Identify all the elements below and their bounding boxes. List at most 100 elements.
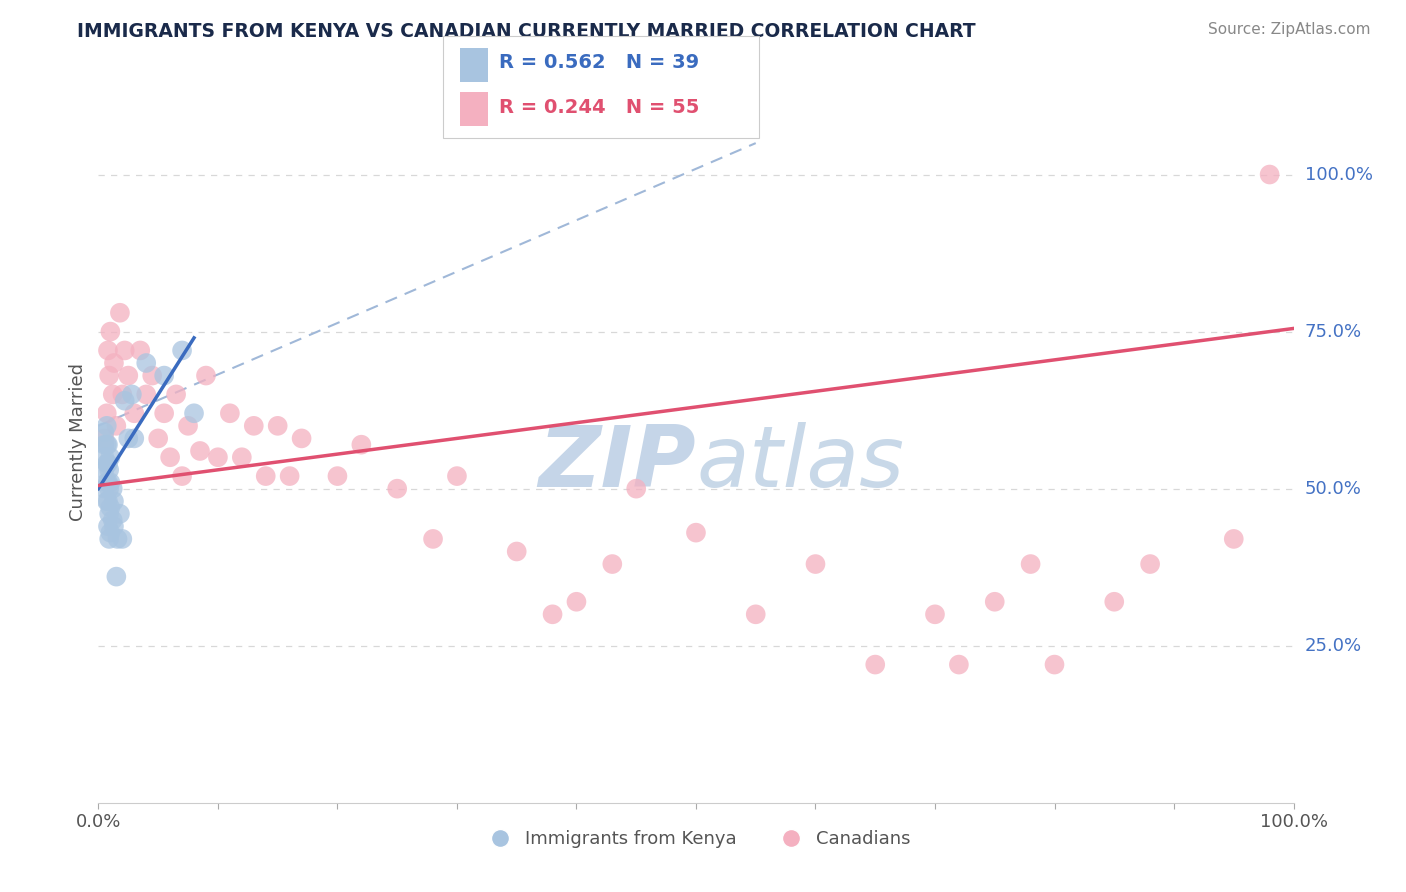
- Text: Source: ZipAtlas.com: Source: ZipAtlas.com: [1208, 22, 1371, 37]
- Point: [924, 607, 946, 622]
- Point: [385, 482, 409, 496]
- Point: [135, 387, 157, 401]
- Point: [97, 519, 120, 533]
- Point: [278, 469, 301, 483]
- Point: [117, 368, 139, 383]
- Text: 25.0%: 25.0%: [1305, 637, 1362, 655]
- Point: [96, 457, 118, 471]
- Point: [108, 306, 131, 320]
- Point: [96, 475, 118, 490]
- Point: [124, 431, 146, 445]
- Point: [243, 418, 266, 433]
- Point: [114, 393, 136, 408]
- Legend: Immigrants from Kenya, Canadians: Immigrants from Kenya, Canadians: [474, 822, 918, 855]
- Point: [1019, 557, 1042, 571]
- Point: [188, 444, 211, 458]
- Point: [101, 482, 124, 496]
- Text: atlas: atlas: [696, 422, 904, 505]
- Point: [159, 450, 181, 465]
- Point: [98, 482, 121, 496]
- Point: [96, 438, 118, 452]
- Point: [98, 475, 122, 490]
- Point: [93, 450, 115, 465]
- Point: [195, 368, 218, 383]
- Point: [97, 457, 120, 471]
- Point: [326, 469, 349, 483]
- Point: [350, 438, 373, 452]
- Point: [984, 595, 1007, 609]
- Point: [446, 469, 468, 483]
- Point: [865, 657, 887, 672]
- Point: [96, 494, 118, 508]
- Point: [602, 557, 624, 571]
- Point: [135, 356, 157, 370]
- Point: [98, 507, 121, 521]
- Point: [98, 532, 121, 546]
- Point: [121, 387, 143, 401]
- Point: [107, 532, 129, 546]
- Point: [626, 482, 648, 496]
- Point: [101, 387, 124, 401]
- Point: [141, 368, 163, 383]
- Point: [111, 387, 134, 401]
- Point: [105, 569, 128, 583]
- Text: R = 0.244   N = 55: R = 0.244 N = 55: [499, 98, 700, 117]
- Point: [93, 482, 115, 496]
- Point: [153, 368, 176, 383]
- Point: [108, 507, 131, 521]
- Point: [1043, 657, 1066, 672]
- Point: [97, 343, 120, 358]
- Point: [804, 557, 827, 571]
- Point: [948, 657, 970, 672]
- Point: [565, 595, 588, 609]
- Point: [172, 469, 194, 483]
- Point: [422, 532, 444, 546]
- Point: [98, 368, 121, 383]
- Point: [111, 532, 134, 546]
- Point: [93, 431, 115, 445]
- Point: [97, 438, 120, 452]
- Point: [105, 418, 128, 433]
- Text: ZIP: ZIP: [538, 422, 696, 505]
- Point: [172, 343, 194, 358]
- Point: [98, 463, 121, 477]
- Point: [93, 438, 115, 452]
- Point: [114, 343, 136, 358]
- Point: [97, 475, 120, 490]
- Point: [96, 418, 118, 433]
- Point: [1139, 557, 1161, 571]
- Text: 50.0%: 50.0%: [1305, 480, 1361, 498]
- Point: [98, 500, 122, 515]
- Point: [1104, 595, 1126, 609]
- Point: [98, 325, 122, 339]
- Point: [291, 431, 314, 445]
- Point: [1258, 168, 1281, 182]
- Point: [685, 525, 707, 540]
- Point: [153, 406, 176, 420]
- Point: [267, 418, 290, 433]
- Point: [207, 450, 229, 465]
- Point: [231, 450, 253, 465]
- Point: [506, 544, 529, 558]
- Text: 75.0%: 75.0%: [1305, 323, 1362, 341]
- Point: [103, 494, 125, 508]
- Text: 100.0%: 100.0%: [1305, 166, 1372, 184]
- Point: [98, 450, 122, 465]
- Y-axis label: Currently Married: Currently Married: [69, 362, 87, 521]
- Point: [93, 463, 115, 477]
- Point: [745, 607, 768, 622]
- Point: [165, 387, 187, 401]
- Point: [183, 406, 205, 420]
- Point: [177, 418, 200, 433]
- Point: [103, 356, 125, 370]
- Point: [1223, 532, 1246, 546]
- Point: [219, 406, 242, 420]
- Point: [148, 431, 170, 445]
- Point: [129, 343, 152, 358]
- Text: R = 0.562   N = 39: R = 0.562 N = 39: [499, 53, 699, 72]
- Point: [103, 519, 125, 533]
- Point: [101, 513, 124, 527]
- Point: [98, 525, 122, 540]
- Point: [93, 425, 115, 439]
- Point: [97, 494, 120, 508]
